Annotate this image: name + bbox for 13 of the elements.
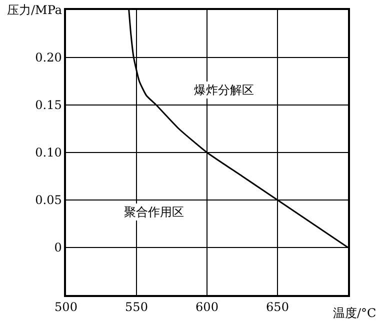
x-tick-label: 550 [125, 300, 148, 314]
y-tick-label: 0.20 [35, 50, 62, 65]
y-tick-label: 0.10 [35, 146, 62, 160]
y-tick-label: 0.15 [35, 98, 62, 112]
annotation: 聚合作用区 [124, 205, 184, 219]
annotation: 爆炸分解区 [194, 83, 254, 97]
y-axis-title: 压力/MPa [7, 3, 62, 17]
x-tick-label: 600 [196, 300, 218, 314]
x-tick-label: 500 [54, 300, 78, 314]
x-axis-title: 温度/°C [333, 306, 376, 320]
x-tick-label: 650 [266, 300, 289, 314]
y-tick-label: 0.05 [35, 193, 62, 208]
y-tick-label: 0 [54, 240, 62, 255]
